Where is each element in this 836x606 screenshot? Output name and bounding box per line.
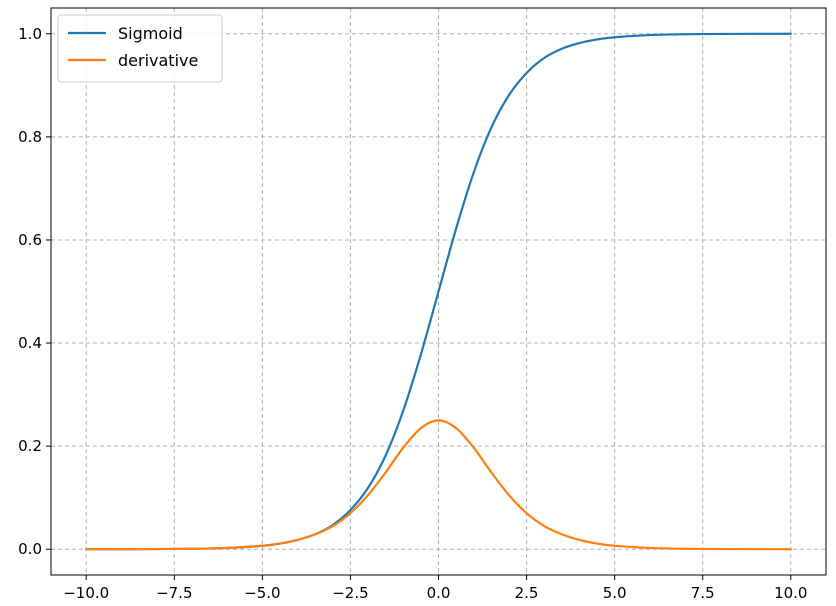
x-tick-label: 10.0 bbox=[774, 584, 807, 602]
y-tick-label: 0.2 bbox=[18, 437, 42, 455]
x-tick-label: 0.0 bbox=[427, 584, 451, 602]
x-tick-label: 5.0 bbox=[603, 584, 627, 602]
series-lines bbox=[85, 32, 792, 551]
x-tick-label: −5.0 bbox=[244, 584, 280, 602]
y-tick-label: 0.6 bbox=[18, 231, 42, 249]
y-tick-label: 1.0 bbox=[18, 25, 42, 43]
x-axis: −10.0 −7.5 −5.0 −2.5 0.0 2.5 5.0 7.5 10.0 bbox=[63, 575, 807, 602]
y-tick-label: 0.0 bbox=[18, 540, 42, 558]
y-tick-label: 0.4 bbox=[18, 334, 42, 352]
x-tick-label: 7.5 bbox=[691, 584, 715, 602]
x-tick-label: −7.5 bbox=[156, 584, 192, 602]
y-axis: 0.0 0.2 0.4 0.6 0.8 1.0 bbox=[18, 25, 51, 558]
x-tick-label: −10.0 bbox=[63, 584, 109, 602]
legend-label-derivative: derivative bbox=[118, 51, 198, 70]
x-tick-label: 2.5 bbox=[515, 584, 539, 602]
series-line-derivative bbox=[85, 419, 792, 551]
legend-box bbox=[57, 14, 223, 83]
legend-label-sigmoid: Sigmoid bbox=[118, 24, 183, 43]
legend: Sigmoid derivative bbox=[57, 14, 223, 83]
y-tick-label: 0.8 bbox=[18, 128, 42, 146]
x-tick-label: −2.5 bbox=[332, 584, 368, 602]
